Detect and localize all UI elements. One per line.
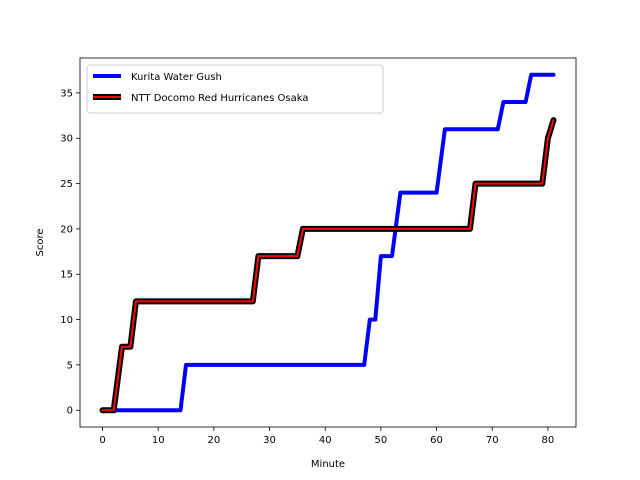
x-tick-label: 50	[375, 435, 388, 446]
y-tick-label: 35	[60, 88, 73, 99]
y-axis-label: Score	[35, 228, 46, 256]
legend-label-kurita: Kurita Water Gush	[131, 72, 222, 83]
x-tick-label: 80	[542, 435, 555, 446]
y-tick-label: 0	[67, 406, 73, 417]
x-tick-label: 20	[208, 435, 221, 446]
x-tick-label: 10	[152, 435, 165, 446]
plot-area	[99, 72, 557, 414]
y-tick-label: 30	[60, 134, 73, 145]
x-tick-label: 60	[430, 435, 443, 446]
x-tick-label: 70	[486, 435, 499, 446]
x-tick-label: 30	[263, 435, 276, 446]
legend-label-ntt: NTT Docomo Red Hurricanes Osaka	[131, 93, 309, 104]
y-tick-label: 10	[60, 315, 73, 326]
y-tick-label: 5	[67, 360, 73, 371]
x-tick-label: 40	[319, 435, 332, 446]
x-axis-label: Minute	[311, 459, 345, 470]
plot-frame	[79, 57, 577, 428]
legend: Kurita Water Gush NTT Docomo Red Hurrica…	[86, 64, 384, 114]
series-line-kurita	[100, 72, 556, 413]
y-tick-label: 15	[60, 270, 73, 281]
legend-box	[86, 64, 384, 114]
y-tick-label: 20	[60, 224, 73, 235]
series-line-ntt	[101, 119, 555, 412]
x-axis: 0 10 20 30 40 50 60 70 80	[99, 427, 554, 446]
y-tick-label: 25	[60, 179, 73, 190]
x-tick-label: 0	[99, 435, 105, 446]
y-axis: 0 5 10 15 20 25 30 35	[60, 88, 80, 417]
